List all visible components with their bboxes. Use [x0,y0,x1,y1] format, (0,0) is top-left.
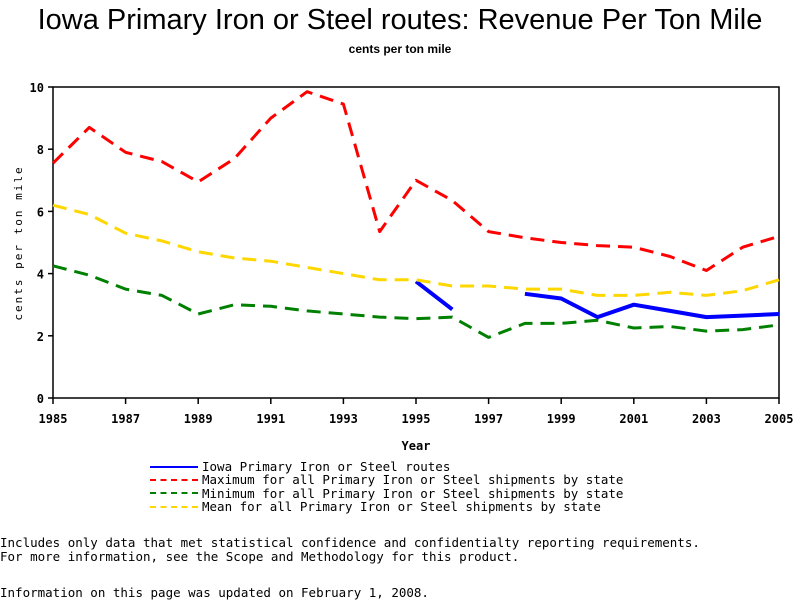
series-line-iowa [414,279,454,311]
axes: 0 2 4 6 8 10 1985 1987 1989 1991 1993 1995 1997 1999 2… [30,81,794,426]
legend-item-maximum: Maximum for all Primary Iron or Steel sh… [150,472,624,488]
plot-frame [52,86,780,399]
legend-label-iowa: Iowa Primary Iron or Steel routes [202,459,451,474]
legend-label-minimum: Minimum for all Primary Iron or Steel sh… [202,485,624,501]
legend-label-maximum: Maximum for all Primary Iron or Steel sh… [202,472,624,488]
x-tick-label: 1989 [184,412,213,426]
x-tick-label: 1999 [547,412,576,426]
legend-swatch-mean [150,505,198,508]
chart-title: Iowa Primary Iron or Steel routes: Reven… [37,4,763,36]
y-tick-label: 10 [30,81,44,95]
legend: Iowa Primary Iron or Steel routes Maximu… [150,460,623,513]
footnote-methodology: For more information, see the Scope and … [0,549,520,564]
x-tick-label: 1993 [329,412,358,426]
y-axis-label: cents per ton mile [12,165,25,320]
x-tick-label: 1995 [402,412,431,426]
y-tick-label: 2 [37,330,44,344]
series-line-minimum [52,264,780,339]
legend-swatch-maximum [150,478,198,481]
legend-item-iowa: Iowa Primary Iron or Steel routes [150,460,623,473]
x-tick-label: 1985 [39,412,68,426]
x-tick-label: 2003 [692,412,721,426]
x-tick-label: 1997 [474,412,503,426]
x-tick-label: 2005 [765,412,794,426]
line-chart: 0 2 4 6 8 10 1985 1987 1989 1991 1993 1995 1997 1999 2… [12,81,794,453]
legend-swatch-iowa [150,465,198,468]
x-tick-label: 1991 [256,412,285,426]
y-tick-label: 4 [37,268,44,282]
update-notice: Information on this page was updated on … [0,585,429,600]
series-line-maximum [51,90,780,272]
legend-item-mean: Mean for all Primary Iron or Steel shipm… [150,500,623,513]
legend-label-mean: Mean for all Primary Iron or Steel shipm… [202,498,601,514]
footnote-confidence: Includes only data that met statistical … [0,535,700,550]
series-line-iowa [524,291,780,320]
series-line-mean [52,203,780,297]
x-tick-label: 2001 [619,412,648,426]
footnotes: Includes only data that met statistical … [0,536,700,564]
legend-item-minimum: Minimum for all Primary Iron or Steel sh… [150,485,624,501]
x-tick-label: 1987 [111,412,140,426]
y-tick-label: 8 [37,143,44,157]
series-group [51,90,780,339]
legend-swatch-minimum [150,492,198,495]
y-tick-label: 0 [37,392,44,406]
x-axis-label: Year [402,439,431,453]
chart-subtitle: cents per ton mile [348,42,452,56]
y-tick-label: 6 [37,205,44,219]
